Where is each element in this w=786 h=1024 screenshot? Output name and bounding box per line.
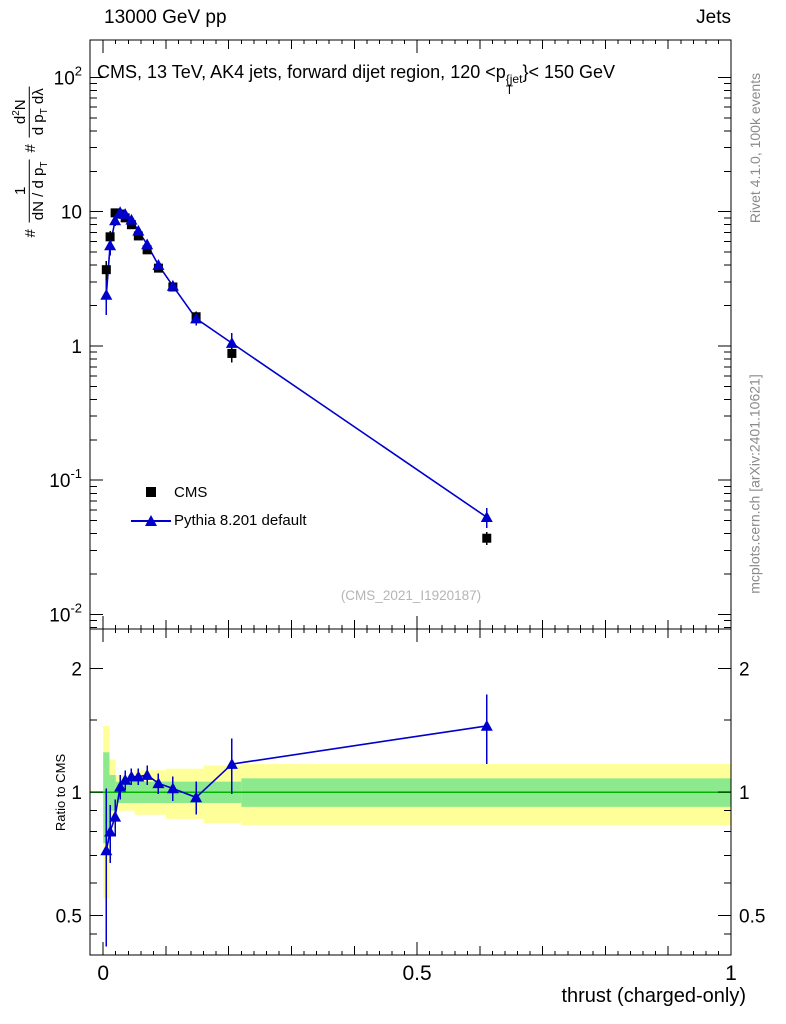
plot-title-text: CMS, 13 TeV, AK4 jets, forward dijet reg… bbox=[97, 62, 506, 82]
plot-title-text-end: }< 150 GeV bbox=[522, 62, 616, 82]
svg-text:1: 1 bbox=[725, 962, 737, 985]
svg-text:10-1: 10-1 bbox=[49, 466, 82, 492]
legend-label: CMS bbox=[174, 483, 208, 501]
fraction-d2n-dptdlambda: d2N d pT dλ bbox=[11, 86, 51, 138]
pt-subscript: T bbox=[505, 83, 514, 97]
legend-entry: Pythia 8.201 default bbox=[128, 506, 307, 534]
analysis-id-watermark: (CMS_2021_I1920187) bbox=[340, 588, 482, 603]
plot-title: CMS, 13 TeV, AK4 jets, forward dijet reg… bbox=[97, 62, 615, 96]
y-axis-title-ratio: Ratio to CMS bbox=[53, 753, 69, 832]
svg-text:0.5: 0.5 bbox=[402, 962, 431, 985]
hash-symbol: # bbox=[22, 144, 40, 153]
svg-text:1: 1 bbox=[71, 783, 82, 804]
svg-text:10: 10 bbox=[61, 203, 82, 224]
y-axis-title-main: # 1 dN / d pT # d2N d pT dλ bbox=[0, 38, 62, 286]
pt-superscript: {jet bbox=[505, 72, 523, 86]
legend-label: Pythia 8.201 default bbox=[174, 511, 307, 529]
svg-text:0: 0 bbox=[97, 962, 109, 985]
beam-energy-label: 13000 GeV pp bbox=[104, 7, 227, 28]
rivet-version-label: Rivet 4.1.0, 100k events bbox=[747, 72, 764, 224]
svg-text:102: 102 bbox=[54, 63, 82, 89]
svg-text:1: 1 bbox=[71, 337, 82, 358]
square-marker-icon bbox=[128, 487, 174, 497]
svg-text:1: 1 bbox=[739, 783, 750, 804]
triangle-line-marker-icon bbox=[128, 514, 174, 527]
x-axis-title: thrust (charged-only) bbox=[561, 985, 746, 1007]
svg-text:0.5: 0.5 bbox=[739, 906, 765, 927]
pt-jet-supsub: {jet T bbox=[505, 72, 523, 97]
svg-text:2: 2 bbox=[71, 660, 82, 681]
mcplots-credit-label: mcplots.cern.ch [arXiv:2401.10621] bbox=[747, 374, 763, 594]
legend-entry: CMS bbox=[128, 478, 307, 506]
process-label: Jets bbox=[696, 7, 731, 28]
fraction-one-over-dndpt: 1 dN / d pT bbox=[11, 159, 51, 223]
svg-text:2: 2 bbox=[739, 660, 750, 681]
svg-text:0.5: 0.5 bbox=[56, 906, 82, 927]
hash-symbol: # bbox=[22, 229, 40, 238]
legend: CMS Pythia 8.201 default bbox=[128, 478, 307, 534]
svg-text:10-2: 10-2 bbox=[49, 601, 82, 627]
